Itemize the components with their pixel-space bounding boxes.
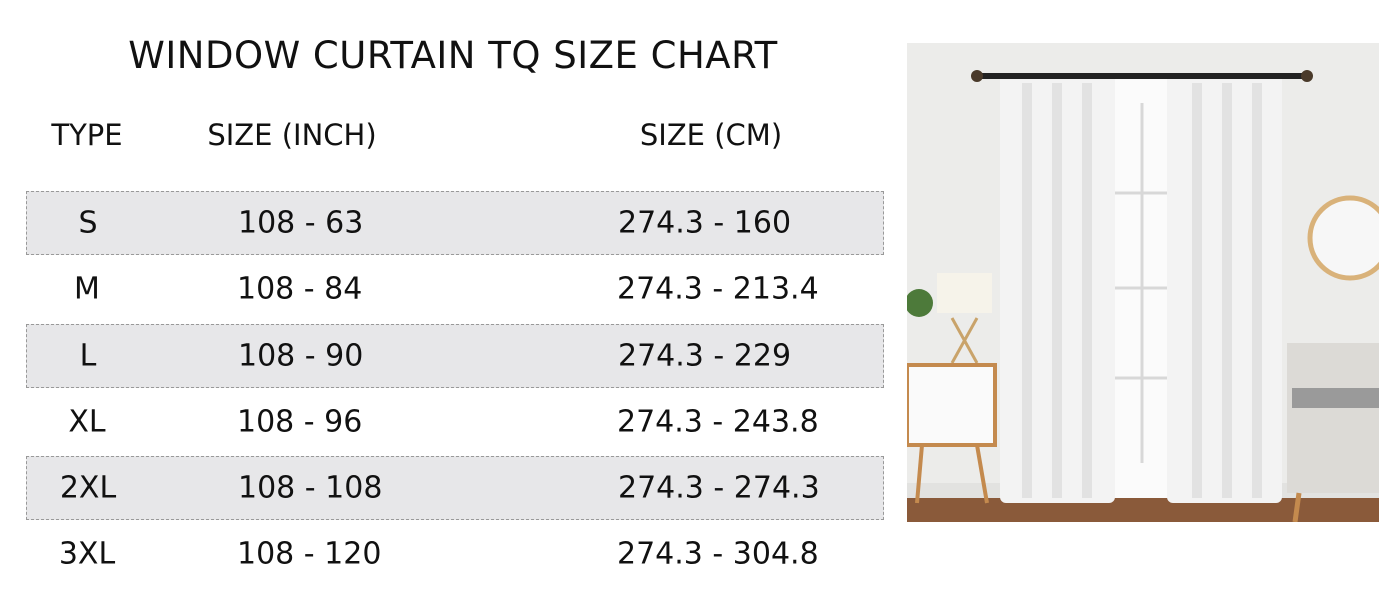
cell-type: XL — [68, 404, 106, 440]
table-row: S 108 - 63 274.3 - 160 — [26, 191, 884, 255]
table-row: M 108 - 84 274.3 - 213.4 — [26, 257, 884, 321]
cell-size-cm: 274.3 - 304.8 — [617, 536, 819, 572]
curtain-photo — [907, 43, 1379, 522]
lamp-shade — [937, 273, 992, 313]
header-type: TYPE — [51, 118, 123, 152]
side-table — [907, 363, 997, 447]
cell-size-cm: 274.3 - 243.8 — [617, 404, 819, 440]
armchair — [1287, 343, 1379, 493]
cell-size-cm: 274.3 - 160 — [618, 205, 792, 241]
cell-size-inch: 108 - 120 — [237, 536, 382, 572]
table-row: L 108 - 90 274.3 - 229 — [26, 324, 884, 388]
table-row: 2XL 108 - 108 274.3 - 274.3 — [26, 456, 884, 520]
cell-size-inch: 108 - 108 — [238, 470, 383, 506]
cell-type: 3XL — [58, 536, 116, 572]
cell-type: 2XL — [59, 470, 117, 506]
header-size-cm: SIZE (CM) — [639, 118, 783, 152]
cell-size-cm: 274.3 - 274.3 — [618, 470, 820, 506]
cell-size-cm: 274.3 - 213.4 — [617, 271, 819, 307]
cell-type: M — [74, 271, 100, 307]
chart-title: WINDOW CURTAIN TQ SIZE CHART — [128, 34, 778, 77]
cell-size-inch: 108 - 90 — [238, 338, 364, 374]
cell-size-inch: 108 - 96 — [237, 404, 363, 440]
table-row: XL 108 - 96 274.3 - 243.8 — [26, 390, 884, 454]
cell-size-inch: 108 - 84 — [237, 271, 363, 307]
cell-type: S — [78, 205, 98, 241]
mirror — [1307, 195, 1379, 281]
cell-size-inch: 108 - 63 — [238, 205, 364, 241]
curtain-rod — [977, 73, 1307, 79]
cell-type: L — [79, 338, 97, 374]
cell-size-cm: 274.3 - 229 — [618, 338, 792, 374]
header-size-inch: SIZE (INCH) — [207, 118, 377, 152]
table-row: 3XL 108 - 120 274.3 - 304.8 — [26, 522, 884, 586]
